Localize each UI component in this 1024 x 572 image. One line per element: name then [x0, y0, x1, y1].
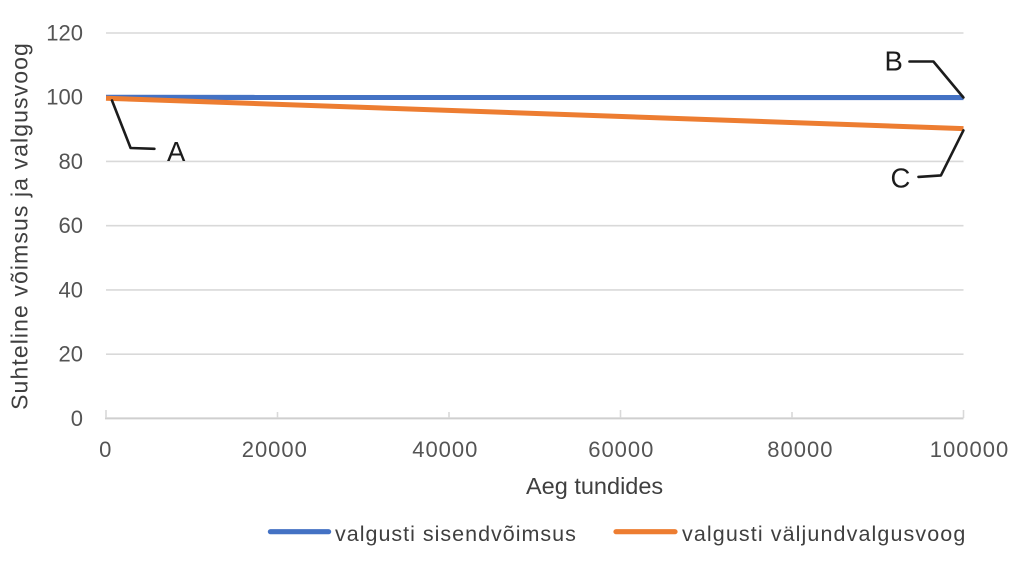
- svg-text:100: 100: [46, 85, 83, 110]
- svg-text:20: 20: [59, 342, 83, 367]
- svg-text:20000: 20000: [242, 437, 308, 462]
- svg-text:100000: 100000: [930, 437, 1009, 462]
- svg-text:Aeg tundides: Aeg tundides: [526, 473, 663, 499]
- svg-text:80: 80: [59, 149, 83, 174]
- svg-text:valgusti väljundvalgusvoog: valgusti väljundvalgusvoog: [682, 522, 966, 546]
- svg-text:A: A: [167, 136, 186, 167]
- svg-text:40: 40: [59, 277, 83, 302]
- svg-text:60000: 60000: [588, 437, 654, 462]
- svg-text:60: 60: [59, 213, 83, 238]
- svg-text:0: 0: [71, 406, 83, 431]
- svg-text:0: 0: [99, 437, 112, 462]
- svg-text:120: 120: [46, 21, 83, 46]
- svg-text:valgusti sisendvõimsus: valgusti sisendvõimsus: [335, 522, 577, 546]
- svg-text:80000: 80000: [767, 437, 833, 462]
- svg-text:C: C: [891, 163, 911, 194]
- svg-text:B: B: [885, 46, 903, 77]
- svg-text:Suhteline võimsus ja valgusvoo: Suhteline võimsus ja valgusvoog: [7, 42, 33, 410]
- svg-text:40000: 40000: [412, 437, 478, 462]
